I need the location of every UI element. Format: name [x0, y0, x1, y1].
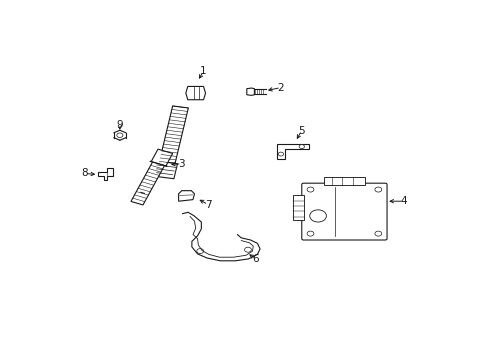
- Circle shape: [306, 231, 313, 236]
- Text: 7: 7: [204, 199, 211, 210]
- Text: 9: 9: [116, 120, 123, 130]
- Polygon shape: [131, 162, 164, 205]
- Text: 8: 8: [81, 168, 88, 179]
- Polygon shape: [159, 106, 188, 163]
- Bar: [324, 177, 364, 185]
- Circle shape: [374, 187, 381, 192]
- Circle shape: [244, 247, 251, 252]
- Circle shape: [299, 145, 304, 149]
- Polygon shape: [185, 86, 205, 100]
- Circle shape: [278, 152, 283, 156]
- Text: 5: 5: [298, 126, 305, 135]
- Polygon shape: [98, 168, 113, 180]
- Polygon shape: [246, 88, 254, 95]
- Text: 2: 2: [277, 82, 284, 93]
- Text: 3: 3: [178, 159, 184, 169]
- Bar: [292, 195, 304, 220]
- Circle shape: [117, 133, 122, 138]
- Circle shape: [374, 231, 381, 236]
- Polygon shape: [178, 191, 194, 201]
- Text: 4: 4: [400, 196, 407, 206]
- FancyBboxPatch shape: [301, 183, 386, 240]
- Circle shape: [196, 249, 203, 253]
- Text: 6: 6: [252, 254, 258, 264]
- Polygon shape: [277, 144, 309, 159]
- Polygon shape: [153, 161, 177, 179]
- Polygon shape: [149, 149, 172, 166]
- Circle shape: [306, 187, 313, 192]
- Circle shape: [309, 210, 326, 222]
- Text: 1: 1: [200, 67, 206, 76]
